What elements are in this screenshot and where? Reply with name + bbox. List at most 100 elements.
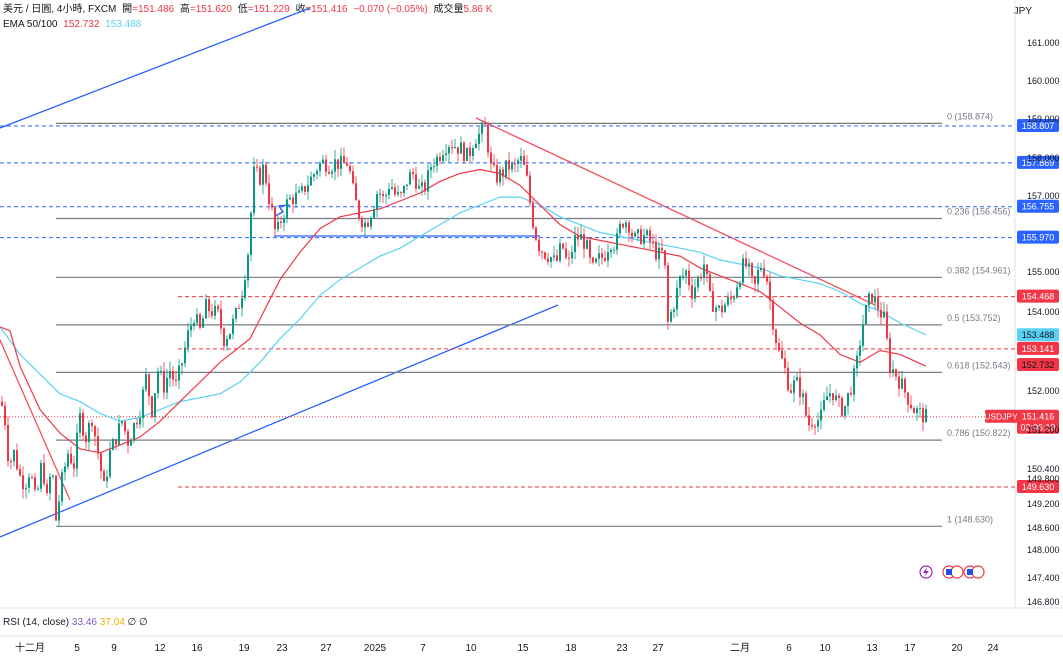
level-price-tag[interactable] [1017, 199, 1059, 213]
time-tick-label: 十二月 [15, 641, 45, 654]
symbol-title[interactable]: 美元 / 日圓, 4小時, FXCM [3, 4, 117, 15]
candle-body [340, 156, 342, 169]
trendlines[interactable] [0, 7, 876, 538]
level-price-tag[interactable] [1017, 155, 1059, 169]
time-axis[interactable]: 十二月 5 9 12 16 19 23 27 2025 7 10 15 18 23 27 二月 6 10 13 17 2… [15, 641, 999, 654]
candle-body [343, 156, 345, 164]
pattern-mark[interactable] [274, 204, 291, 217]
rsi-label[interactable]: RSI (14, close) [3, 617, 70, 628]
candle-body [40, 463, 42, 489]
candle-body [133, 423, 135, 440]
candle-body [472, 148, 474, 157]
level-price-label: 155.970 [1022, 233, 1055, 243]
ema-price-tag [1017, 328, 1059, 342]
symbol-tag[interactable] [985, 409, 1018, 423]
candle-body [187, 330, 189, 348]
candle-body [922, 407, 924, 423]
rsi-extra: ∅ ∅ [127, 617, 148, 628]
candle-body [268, 183, 270, 205]
candle-body [400, 192, 402, 194]
candle-body [139, 418, 141, 425]
flag-icon[interactable] [971, 565, 985, 579]
candle-body [97, 436, 99, 454]
price-tick-label: 147.400 [1027, 573, 1060, 583]
ema-price-label: 152.732 [1022, 360, 1055, 370]
event-icons[interactable] [919, 565, 985, 579]
candle-body [196, 314, 198, 324]
price-tick-label: 146.800 [1027, 597, 1060, 607]
candle-body [256, 166, 258, 168]
candle-body [739, 282, 741, 288]
candle-body [847, 392, 849, 407]
fibonacci-retracement[interactable]: 0 (158.874) 0.236 (156.456) 0.382 (154.961… [56, 111, 1011, 527]
level-price-label: 149.630 [1022, 482, 1055, 492]
price-tick-label: 161.000 [1027, 38, 1060, 48]
level-price-tag[interactable] [1017, 230, 1059, 244]
candle-body [712, 290, 714, 312]
candle-body [655, 241, 657, 260]
time-tick-label: 6 [786, 643, 792, 654]
candle-body [859, 345, 861, 356]
candle-body [424, 182, 426, 192]
candle-body [826, 396, 828, 401]
candle-body [55, 475, 57, 521]
candle-body [43, 463, 45, 484]
last-price-tag[interactable] [1017, 409, 1059, 434]
level-price-tag[interactable] [1017, 341, 1059, 355]
candle-body [436, 156, 438, 167]
early-descending-line[interactable] [0, 339, 71, 501]
candle-body [709, 274, 711, 291]
candle-body [541, 251, 543, 253]
candle-body [490, 152, 492, 164]
candle-body [337, 159, 339, 169]
time-tick-label: 23 [616, 643, 628, 654]
price-tick-label: 149.200 [1027, 499, 1060, 509]
high-label: 高 [179, 4, 190, 15]
upper-trendline[interactable] [0, 7, 311, 129]
candle-body [547, 258, 549, 262]
candle-body [283, 218, 285, 223]
candle-body [427, 170, 429, 192]
candle-body [367, 222, 369, 227]
candle-body [193, 323, 195, 326]
candle-body [613, 249, 615, 251]
flag-icon[interactable] [950, 565, 964, 579]
candle-body [31, 477, 33, 479]
candle-body [529, 175, 531, 203]
horizontal-lines[interactable]: 158.807 157.869 156.755 155.970 154.468 153.1… [0, 119, 1059, 493]
candle-body [904, 378, 906, 393]
candle-body [475, 143, 477, 149]
candle-body [595, 258, 597, 263]
candle-body [370, 217, 372, 227]
candle-body [631, 232, 633, 237]
candle-body [178, 365, 180, 381]
candle-body [403, 185, 405, 194]
candle-body [874, 296, 876, 303]
candle-body [685, 270, 687, 276]
descending-trendline[interactable] [475, 117, 876, 306]
candle-body [838, 395, 840, 399]
candle-body [145, 374, 147, 390]
candle-body [325, 159, 327, 172]
level-price-tag[interactable] [1017, 289, 1059, 303]
price-axis[interactable]: 161.000 160.000 159.000 158.000 157.000 155.0… [1027, 38, 1060, 607]
candle-body [661, 247, 663, 251]
candle-body [4, 405, 6, 426]
candle-body [25, 487, 27, 490]
candle-body [913, 408, 915, 414]
level-price-tag[interactable] [1017, 480, 1059, 493]
candle-body [175, 379, 177, 381]
candle-body [760, 267, 762, 270]
candle-body [622, 223, 624, 228]
candle-body [481, 123, 483, 134]
countdown-label: 02:06:19 [1020, 423, 1055, 433]
candle-body [583, 234, 585, 249]
candle-body [832, 393, 834, 400]
candle-body [796, 377, 798, 381]
lower-trendline[interactable] [0, 304, 559, 538]
level-price-tag[interactable] [1017, 119, 1059, 132]
ema-label[interactable]: EMA 50/100 [3, 19, 58, 30]
time-tick-label: 2025 [364, 643, 387, 654]
ema-legend: EMA 50/100 152.732 153.488 [3, 19, 144, 31]
